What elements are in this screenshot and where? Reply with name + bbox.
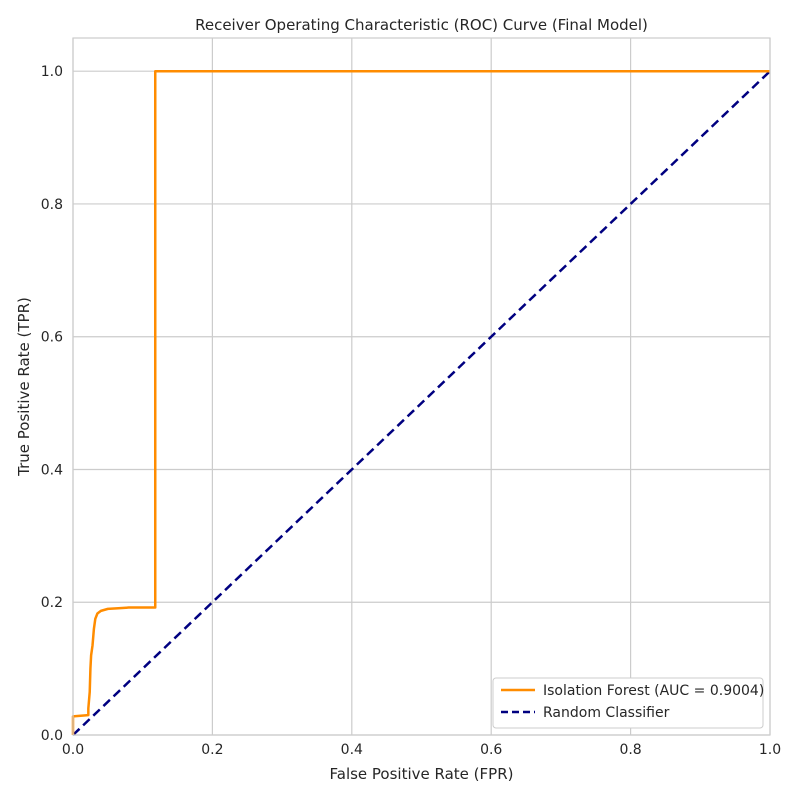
series-line-isolation-forest [71, 69, 770, 735]
y-tick-label: 0.8 [41, 197, 63, 213]
tick-labels: 0.0 0.2 0.4 0.6 0.8 1.0 0.0 0.2 0.4 0.6 0.8 1.0 [41, 64, 781, 758]
y-tick-label: 0.6 [41, 330, 63, 346]
series-line-random-classifier [72, 70, 771, 736]
chart-title: Receiver Operating Characteristic (ROC) … [195, 16, 648, 34]
y-tick-label: 0.0 [41, 728, 63, 744]
legend-label-random-classifier: Random Classifier [543, 705, 670, 721]
x-tick-label: 1.0 [759, 742, 781, 758]
x-tick-label: 0.0 [62, 742, 84, 758]
x-axis-label: False Positive Rate (FPR) [330, 765, 514, 783]
x-tick-label: 0.6 [480, 742, 502, 758]
y-tick-label: 0.4 [41, 462, 63, 478]
x-tick-label: 0.2 [201, 742, 223, 758]
plot-area [73, 38, 770, 735]
legend: Isolation Forest (AUC = 0.9004) Random C… [492, 677, 764, 729]
legend-box [492, 677, 764, 729]
x-tick-label: 0.8 [619, 742, 641, 758]
legend-label-isolation-forest: Isolation Forest (AUC = 0.9004) [543, 683, 764, 699]
y-tick-label: 1.0 [41, 64, 63, 80]
y-tick-label: 0.2 [41, 595, 63, 611]
plot-frame [72, 37, 771, 736]
y-axis-label: True Positive Rate (TPR) [15, 297, 33, 477]
series-group [71, 69, 771, 736]
x-tick-label: 0.4 [341, 742, 363, 758]
